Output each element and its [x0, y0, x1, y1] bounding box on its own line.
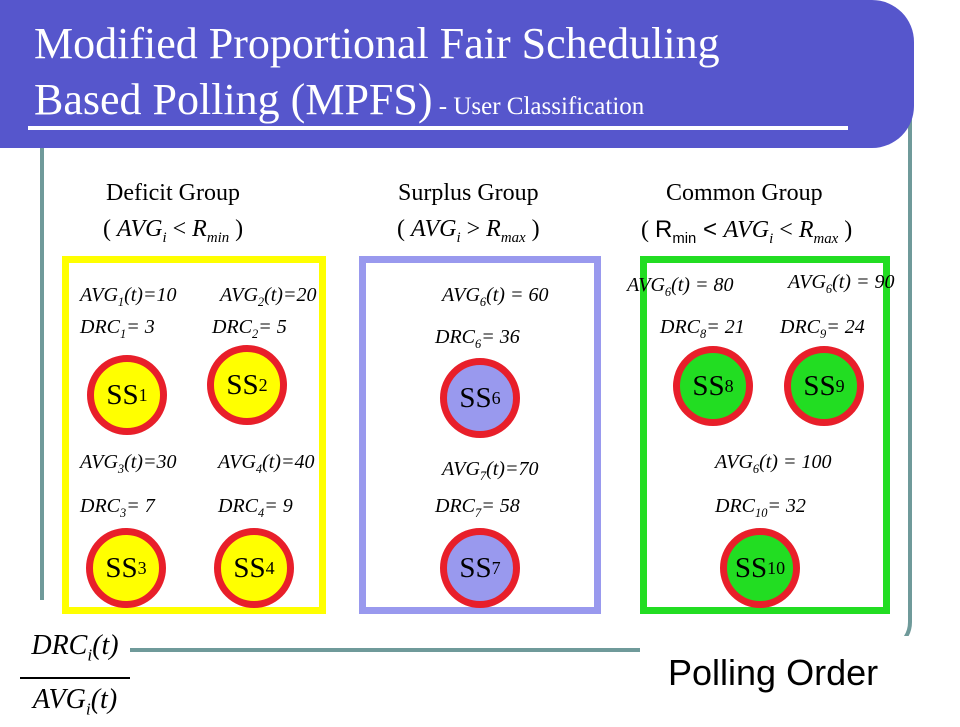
title-main: Based Polling (MPFS) — [34, 75, 433, 124]
surplus-group-condition: ( AVGi > Rmax ) — [397, 216, 540, 246]
ss10-node: SS 10 — [720, 528, 800, 608]
ss7-avg-label: AVG7(t)=70 — [442, 458, 539, 483]
polling-order-label: Polling Order — [668, 652, 879, 693]
title-underline — [28, 126, 848, 130]
common-group-box — [640, 256, 890, 614]
title-line-1: Modified Proportional Fair Scheduling — [34, 19, 720, 68]
formula-denominator: AVGi(t) — [32, 683, 118, 719]
title-subtitle: - User Classification — [432, 93, 645, 120]
ss3-drc-label: DRC3= 7 — [80, 495, 155, 520]
ss6-avg-label: AVG6(t) = 60 — [442, 284, 549, 309]
formula-numerator: DRCi(t) — [31, 630, 119, 665]
ss7-drc-label: DRC7= 58 — [435, 495, 520, 520]
ss2-avg-label: AVG2(t)=20 — [220, 284, 317, 309]
surplus-group-box — [359, 256, 601, 614]
ss2-node: SS 2 — [207, 345, 287, 425]
deficit-group-box — [62, 256, 326, 614]
ss9-avg-label: AVG6(t) = 90 — [788, 271, 895, 296]
drc-avg-ratio-formula: DRCi(t) AVGi(t) — [20, 628, 130, 727]
ss9-drc-label: DRC9= 24 — [780, 316, 865, 341]
deficit-group-condition: ( AVGi < Rmin ) — [103, 216, 244, 246]
ss6-node: SS 6 — [440, 358, 520, 438]
deficit-group-name: Deficit Group — [106, 180, 240, 206]
ss8-drc-label: DRC8= 21 — [660, 316, 745, 341]
ss6-drc-label: DRC6= 36 — [435, 326, 520, 351]
common-group-condition: ( Rmin < AVGi < Rmax ) — [641, 216, 853, 247]
frame-gap-right — [640, 636, 930, 676]
ss7-node: SS 7 — [440, 528, 520, 608]
ss10-avg-label: AVG6(t) = 100 — [715, 451, 832, 476]
ss1-avg-label: AVG1(t)=10 — [80, 284, 177, 309]
ss4-avg-label: AVG4(t)=40 — [218, 451, 315, 476]
ss1-node: SS 1 — [87, 355, 167, 435]
formula-fraction-bar — [20, 676, 130, 679]
title-banner: Modified Proportional Fair Scheduling Ba… — [0, 0, 914, 148]
ss4-drc-label: DRC4= 9 — [218, 495, 293, 520]
ss4-node: SS 4 — [214, 528, 294, 608]
ss2-drc-label: DRC2= 5 — [212, 316, 287, 341]
ss8-node: SS 8 — [673, 346, 753, 426]
ss3-node: SS 3 — [86, 528, 166, 608]
ss8-avg-label: AVG6(t) = 80 — [627, 274, 734, 299]
ss9-node: SS 9 — [784, 346, 864, 426]
ss3-avg-label: AVG3(t)=30 — [80, 451, 177, 476]
surplus-group-name: Surplus Group — [398, 180, 539, 206]
ss1-drc-label: DRC1= 3 — [80, 316, 155, 341]
title-line-2: Based Polling (MPFS) - User Classificati… — [34, 74, 644, 125]
ss10-drc-label: DRC10= 32 — [715, 495, 806, 520]
common-group-name: Common Group — [666, 180, 823, 206]
